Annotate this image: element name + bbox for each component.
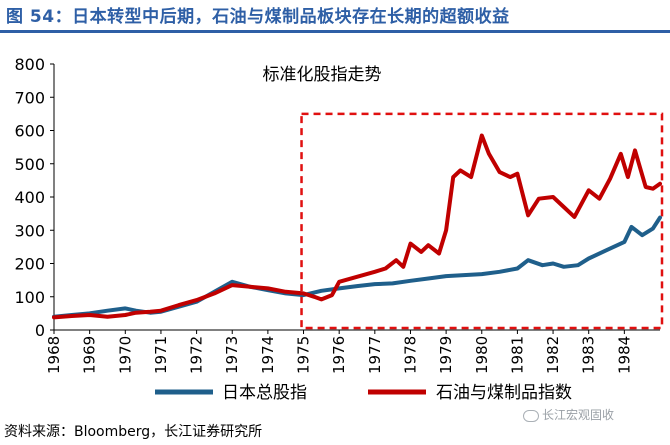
x-tick-label: 1982 <box>544 336 562 374</box>
x-tick-label: 1978 <box>401 336 419 374</box>
x-tick-label: 1968 <box>45 336 63 374</box>
title-rule <box>0 30 670 33</box>
y-tick-label: 400 <box>14 188 45 207</box>
x-tick-label: 1980 <box>473 336 491 374</box>
x-tick-label: 1970 <box>116 336 134 374</box>
x-tick-label: 1977 <box>366 336 384 374</box>
x-tick-label: 1983 <box>580 336 598 374</box>
chart-title: 标准化股指走势 <box>263 65 382 85</box>
legend-label-japan-index: 日本总股指 <box>222 383 307 403</box>
x-tick-label: 1984 <box>615 336 633 374</box>
x-tick-label: 1979 <box>437 336 455 374</box>
figure-title: 图 54：日本转型中后期，石油与煤制品板块存在长期的超额收益 <box>6 7 510 27</box>
x-tick-label: 1972 <box>188 336 206 374</box>
x-tick-label: 1981 <box>508 336 526 374</box>
x-tick-label: 1971 <box>152 336 170 374</box>
legend-label-oil-coal-index: 石油与煤制品指数 <box>436 383 572 403</box>
x-tick-label: 1973 <box>223 336 241 374</box>
y-tick-label: 600 <box>14 122 45 141</box>
x-tick-label: 1976 <box>330 336 348 374</box>
y-tick-label: 200 <box>14 255 45 274</box>
y-tick-label: 500 <box>14 155 45 174</box>
wechat-icon <box>523 409 539 422</box>
y-tick-label: 0 <box>35 321 45 340</box>
x-tick-label: 1969 <box>81 336 99 374</box>
y-tick-label: 700 <box>14 88 45 107</box>
line-chart: 标准化股指走势 0 100 200 300 400 500 600 700 800 1968 196… <box>14 55 664 403</box>
series-line-oil-coal-index <box>52 133 662 320</box>
y-tick-label: 800 <box>14 55 45 74</box>
watermark: 长江宏观固收 <box>523 406 614 423</box>
watermark-label: 长江宏观固收 <box>542 408 615 422</box>
series-line-japan-index <box>52 215 662 319</box>
y-tick-label: 300 <box>14 221 45 240</box>
source-note: 资料来源：Bloomberg，长江证券研究所 <box>4 424 263 440</box>
x-tick-label: 1974 <box>259 336 277 374</box>
highlight-box <box>300 112 664 330</box>
x-tick-label: 1975 <box>295 336 313 374</box>
y-tick-label: 100 <box>14 288 45 307</box>
